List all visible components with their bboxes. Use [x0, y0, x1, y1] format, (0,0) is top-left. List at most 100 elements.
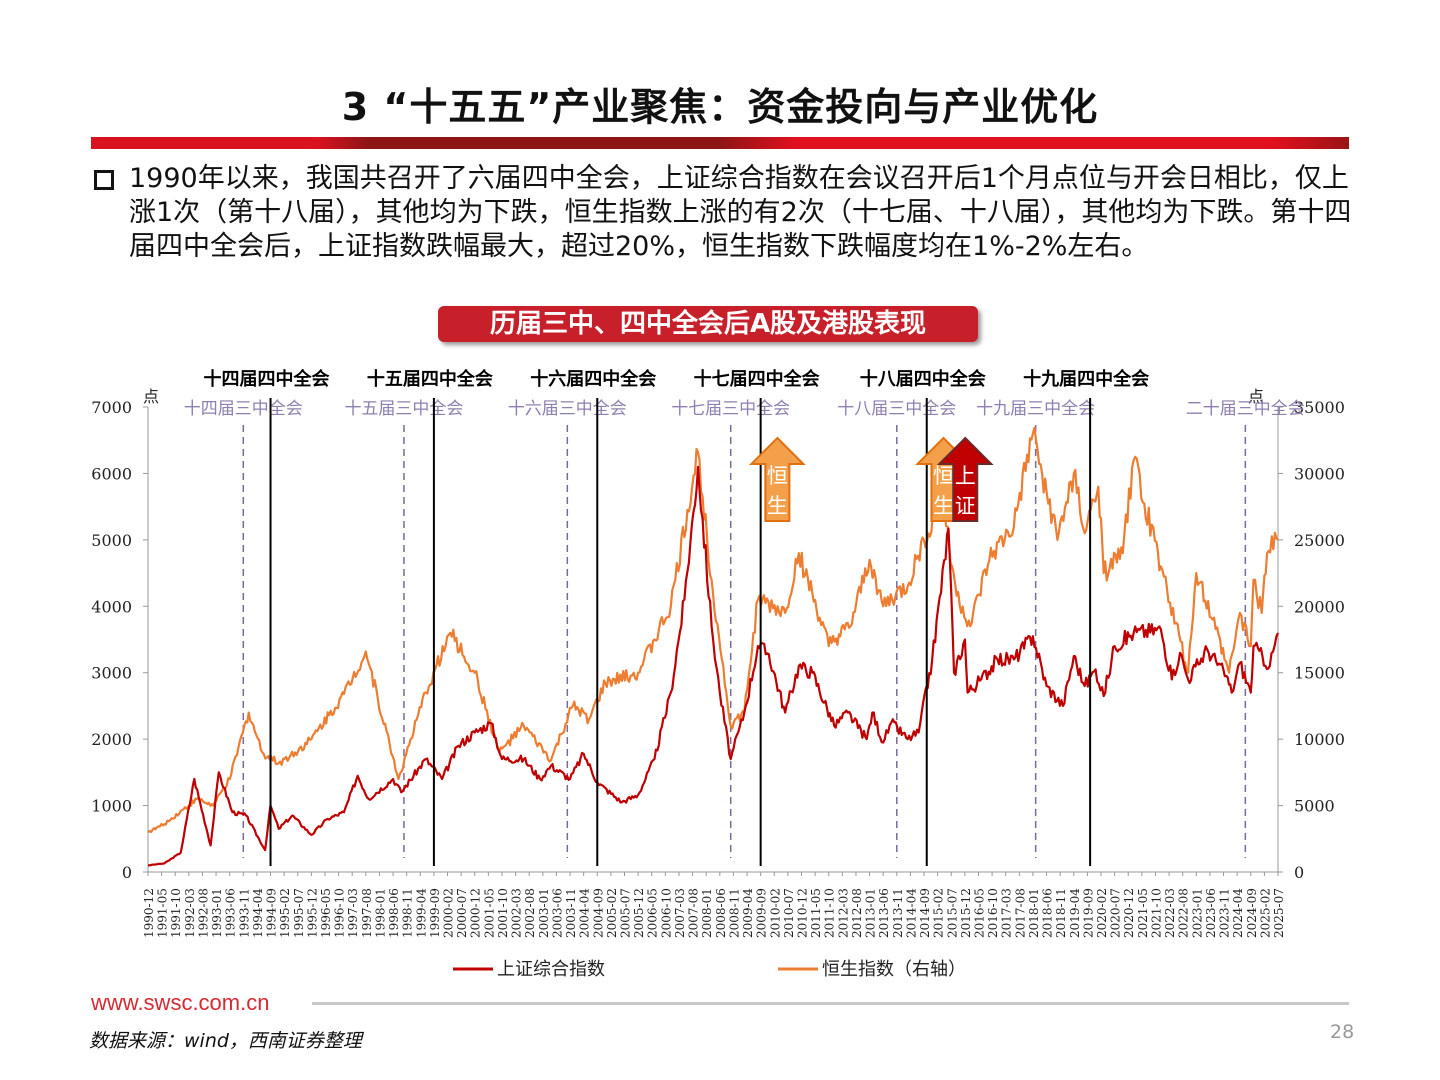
- y-right-tick-label: 25000: [1294, 531, 1345, 550]
- fourth-plenum-label: 十八届四中全会: [860, 368, 986, 390]
- x-tick-label: 2001-05: [482, 888, 496, 938]
- up-arrow-label: 生: [933, 494, 954, 518]
- y-right-tick-label: 0: [1294, 863, 1304, 882]
- up-arrow-icon: [748, 436, 806, 522]
- x-tick-label: 2010-07: [782, 888, 796, 938]
- x-tick-label: 1993-11: [237, 888, 251, 938]
- x-tick-label: 1997-08: [360, 888, 374, 938]
- page-title: 3 “十五五”产业聚焦：资金投向与产业优化: [341, 85, 1099, 129]
- x-tick-label: 2000-07: [455, 888, 469, 938]
- fourth-plenum-label: 十六届四中全会: [530, 368, 656, 390]
- fourth-plenum-label: 十四届四中全会: [204, 368, 330, 390]
- up-arrow-label: 恒: [767, 464, 788, 488]
- bullet-square-icon: [94, 170, 114, 190]
- x-tick-label: 1993-06: [224, 888, 238, 938]
- footer-divider: [312, 1002, 1349, 1005]
- x-tick-label: 2017-03: [1000, 888, 1014, 938]
- x-tick-label: 2009-09: [755, 888, 769, 938]
- x-tick-label: 2024-09: [1245, 888, 1259, 938]
- fourth-plenum-label: 十五届四中全会: [367, 368, 493, 390]
- x-tick-label: 1993-01: [210, 888, 224, 938]
- third-plenum-label: 十七届三中全会: [671, 399, 790, 419]
- y-right-tick-label: 35000: [1294, 398, 1345, 417]
- y-left-tick-label: 7000: [91, 398, 132, 417]
- fourth-plenum-label: 十七届四中全会: [694, 368, 820, 390]
- x-tick-label: 1996-10: [333, 888, 347, 938]
- y-left-tick-label: 2000: [91, 730, 132, 749]
- hsi-line: [147, 426, 1279, 834]
- x-tick-label: 2003-11: [564, 888, 578, 938]
- data-source: 数据来源：wind，西南证券整理: [89, 1030, 362, 1052]
- x-tick-label: 2014-09: [918, 888, 932, 938]
- x-tick-label: 2018-11: [1054, 888, 1068, 938]
- x-tick-label: 2023-01: [1190, 888, 1204, 938]
- x-tick-label: 2013-01: [864, 888, 878, 938]
- x-tick-label: 2011-10: [823, 888, 837, 938]
- x-tick-label: 2002-03: [510, 888, 524, 938]
- legend-label: 恒生指数（右轴）: [822, 959, 966, 980]
- x-tick-label: 2015-07: [945, 888, 959, 938]
- up-arrow-label: 上: [955, 464, 976, 488]
- up-arrow-label: 证: [955, 494, 976, 518]
- x-tick-label: 2024-04: [1231, 888, 1245, 938]
- y-left-tick-label: 0: [122, 863, 132, 882]
- x-tick-label: 2008-01: [700, 888, 714, 938]
- sse-line: [147, 465, 1280, 867]
- x-tick-label: 2009-04: [741, 888, 755, 938]
- line-chart: 0 1000 2000 3000 4000 5000 6000 7000 0 5000 10000 1…: [91, 368, 1345, 980]
- y-left-tick-label: 5000: [91, 531, 132, 550]
- x-tick-label: 1991-05: [156, 888, 170, 938]
- summary-paragraph: 1990年以来，我国共召开了六届四中全会，上证综合指数在会议召开后1个月点位与开…: [129, 163, 1352, 262]
- x-tick-label: 1994-04: [251, 888, 265, 938]
- x-tick-label: 1998-11: [401, 888, 415, 938]
- x-tick-label: 2001-10: [496, 888, 510, 938]
- x-tick-label: 2022-03: [1163, 888, 1177, 938]
- x-tick-label: 2008-11: [727, 888, 741, 938]
- x-tick-label: 2019-04: [1068, 888, 1082, 938]
- x-tick-label: 2023-11: [1218, 888, 1232, 938]
- y-left-tick-label: 4000: [91, 597, 132, 616]
- x-tick-label: 2002-08: [523, 888, 537, 938]
- x-tick-label: 2022-08: [1177, 888, 1191, 938]
- y-left-tick-label: 3000: [91, 664, 132, 683]
- x-tick-label: 2015-12: [959, 888, 973, 938]
- third-plenum-label: 十五届三中全会: [344, 399, 463, 419]
- x-tick-label: 2003-06: [550, 888, 564, 938]
- title-divider-bar: [91, 137, 1349, 149]
- x-tick-label: 2020-12: [1122, 888, 1136, 938]
- y-right-tick-label: 5000: [1294, 797, 1335, 816]
- x-tick-label: 2008-06: [714, 888, 728, 938]
- x-tick-label: 2023-06: [1204, 888, 1218, 938]
- x-tick-label: 2021-10: [1149, 888, 1163, 938]
- x-tick-label: 2025-02: [1258, 888, 1272, 938]
- x-tick-label: 2011-05: [809, 888, 823, 938]
- x-tick-label: 1995-07: [292, 888, 306, 938]
- x-tick-label: 2012-03: [836, 888, 850, 938]
- x-tick-label: 2014-04: [904, 888, 918, 938]
- x-tick-label: 2015-02: [932, 888, 946, 938]
- x-tick-label: 2025-07: [1272, 888, 1286, 938]
- x-tick-label: 2010-12: [795, 888, 809, 938]
- x-tick-label: 2018-06: [1041, 888, 1055, 938]
- third-plenum-label: 十九届三中全会: [976, 399, 1095, 419]
- x-tick-label: 1992-03: [183, 888, 197, 938]
- x-tick-label: 2007-03: [673, 888, 687, 938]
- x-tick-label: 1999-09: [428, 888, 442, 938]
- y-right-tick-label: 20000: [1294, 597, 1345, 616]
- footer-url[interactable]: www.swsc.com.cn: [91, 990, 270, 1015]
- y-right-unit: 点: [1248, 387, 1264, 406]
- x-tick-label: 2012-08: [850, 888, 864, 938]
- x-tick-label: 2003-01: [537, 888, 551, 938]
- x-tick-label: 2016-05: [972, 888, 986, 938]
- x-tick-label: 2018-01: [1027, 888, 1041, 938]
- third-plenum-label: 二十届三中全会: [1186, 399, 1305, 419]
- x-tick-label: 2007-08: [687, 888, 701, 938]
- x-tick-label: 2019-09: [1081, 888, 1095, 938]
- page-number: 28: [1330, 1021, 1355, 1043]
- x-tick-label: 1998-01: [373, 888, 387, 938]
- x-tick-label: 2005-02: [605, 888, 619, 938]
- x-tick-label: 2004-09: [591, 888, 605, 938]
- x-tick-label: 1991-10: [169, 888, 183, 938]
- y-right-tick-label: 10000: [1294, 730, 1345, 749]
- x-tick-label: 1996-05: [319, 888, 333, 938]
